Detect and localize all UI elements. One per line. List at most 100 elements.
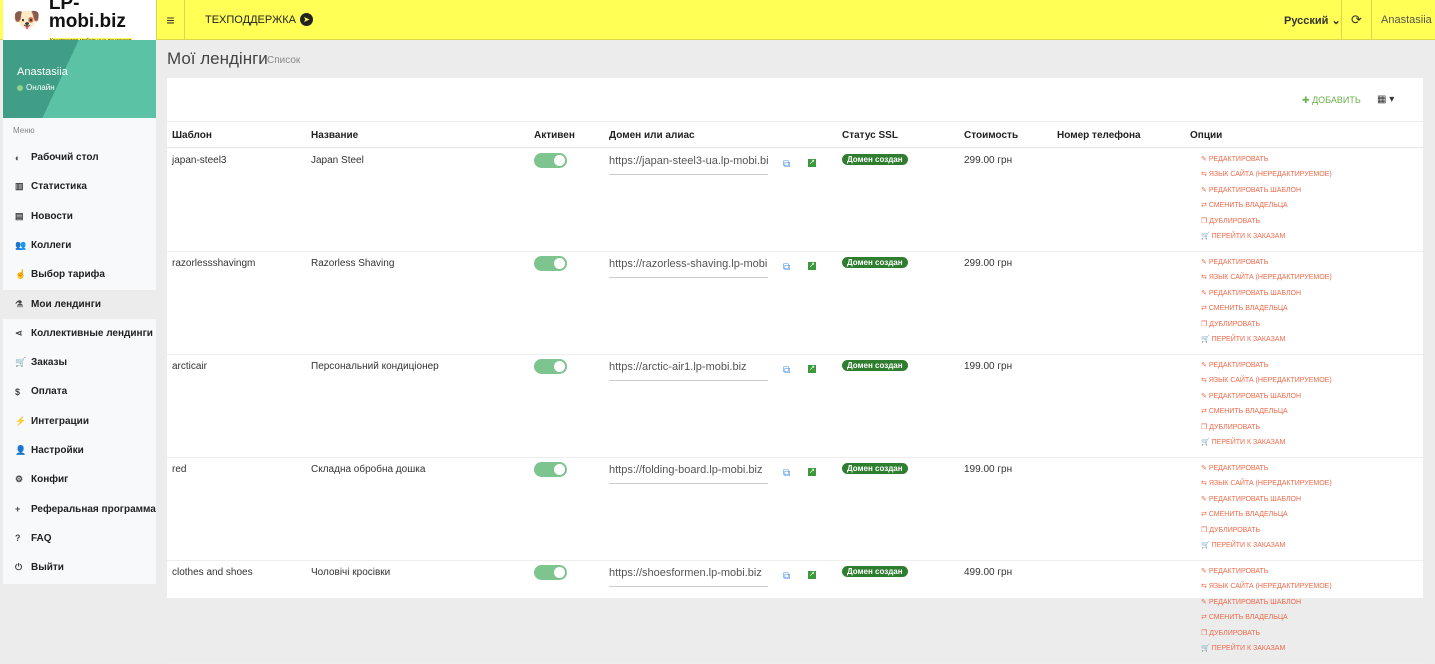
add-button[interactable]: ✚ ДОБАВИТЬ [1302, 95, 1361, 106]
external-link-icon[interactable]: ↗ [808, 262, 816, 270]
support-link[interactable]: ТЕХПОДДЕРЖКА ➤ [205, 13, 313, 26]
option-link[interactable]: ✎ РЕДАКТИРОВАТЬ [1201, 258, 1332, 273]
option-link[interactable]: ✎ РЕДАКТИРОВАТЬ [1201, 567, 1332, 582]
option-link[interactable]: ⇆ ЯЗЫК САЙТА (НЕРЕДАКТИРУЕМОЕ) [1201, 170, 1332, 185]
option-link[interactable]: ✎ РЕДАКТИРОВАТЬ [1201, 155, 1332, 170]
option-link[interactable]: ❐ ДУБЛИРОВАТЬ [1201, 526, 1332, 541]
sidebar-item[interactable]: ⚙ Конфиг [3, 465, 156, 494]
sidebar-item[interactable]: 🛒 Заказы [3, 348, 156, 377]
copy-icon[interactable]: ⧉ [783, 365, 791, 376]
domain-input[interactable]: https://folding-board.lp-mobi.biz [609, 464, 768, 484]
option-label: ПЕРЕЙТИ К ЗАКАЗАМ [1211, 335, 1286, 343]
option-link[interactable]: ✎ РЕДАКТИРОВАТЬ ШАБЛОН [1201, 598, 1332, 613]
template-cell: razorlessshavingm [172, 258, 256, 269]
copy-icon[interactable]: ⧉ [783, 159, 791, 170]
sidebar-item[interactable]: ▥ Статистика [3, 172, 156, 201]
option-label: ДУБЛИРОВАТЬ [1209, 629, 1261, 637]
option-link[interactable]: ⇆ ЯЗЫК САЙТА (НЕРЕДАКТИРУЕМОЕ) [1201, 273, 1332, 288]
option-link[interactable]: ❐ ДУБЛИРОВАТЬ [1201, 320, 1332, 335]
template-cell: red [172, 464, 187, 475]
option-label: ЯЗЫК САЙТА (НЕРЕДАКТИРУЕМОЕ) [1208, 480, 1332, 488]
option-link[interactable]: ⇄ СМЕНИТЬ ВЛАДЕЛЬЦА [1201, 304, 1332, 319]
option-link[interactable]: 🛒 ПЕРЕЙТИ К ЗАКАЗАМ [1201, 335, 1332, 350]
option-link[interactable]: ⇄ СМЕНИТЬ ВЛАДЕЛЬЦА [1201, 407, 1332, 422]
option-link[interactable]: ⇄ СМЕНИТЬ ВЛАДЕЛЬЦА [1201, 201, 1332, 216]
domain-input[interactable]: https://japan-steel3-ua.lp-mobi.biz [609, 155, 768, 175]
option-link[interactable]: ✎ РЕДАКТИРОВАТЬ [1201, 361, 1332, 376]
columns-toggle[interactable]: ▦ ▾ [1377, 94, 1394, 105]
option-label: РЕДАКТИРОВАТЬ [1208, 156, 1269, 163]
sidebar-item-label: Коллективные лендинги [31, 327, 153, 339]
edit-icon: ✎ [1201, 568, 1209, 575]
option-link[interactable]: ❐ ДУБЛИРОВАТЬ [1201, 423, 1332, 438]
option-link[interactable]: ⇄ СМЕНИТЬ ВЛАДЕЛЬЦА [1201, 613, 1332, 628]
sidebar-item[interactable]: ▤ Новости [3, 202, 156, 231]
logo[interactable]: 🐶 LP-mobi.biz Конструктор мобильных ленд… [3, 0, 156, 44]
option-link[interactable]: ✎ РЕДАКТИРОВАТЬ ШАБЛОН [1201, 392, 1332, 407]
active-toggle[interactable] [534, 565, 567, 580]
active-toggle[interactable] [534, 256, 567, 271]
domain-input[interactable]: https://arctic-air1.lp-mobi.biz [609, 361, 768, 381]
active-toggle[interactable] [534, 153, 567, 168]
option-label: ЯЗЫК САЙТА (НЕРЕДАКТИРУЕМОЕ) [1208, 583, 1332, 591]
user-menu[interactable]: Anastasiia [1381, 14, 1432, 26]
options-list: ✎ РЕДАКТИРОВАТЬ ⇆ ЯЗЫК САЙТА (НЕРЕДАКТИРУ… [1201, 464, 1332, 556]
option-link[interactable]: ✎ РЕДАКТИРОВАТЬ ШАБЛОН [1201, 289, 1332, 304]
language-icon: ⇆ [1201, 274, 1209, 282]
option-link[interactable]: ⇆ ЯЗЫК САЙТА (НЕРЕДАКТИРУЕМОЕ) [1201, 582, 1332, 597]
option-link[interactable]: ⇄ СМЕНИТЬ ВЛАДЕЛЬЦА [1201, 510, 1332, 525]
external-link-icon[interactable]: ↗ [808, 159, 816, 167]
options-list: ✎ РЕДАКТИРОВАТЬ ⇆ ЯЗЫК САЙТА (НЕРЕДАКТИРУ… [1201, 155, 1332, 247]
option-link[interactable]: ❐ ДУБЛИРОВАТЬ [1201, 629, 1332, 644]
sidebar-item[interactable]: ⏻ Выйти [3, 553, 156, 582]
user-plus-icon: + [15, 504, 21, 515]
option-label: ДУБЛИРОВАТЬ [1209, 217, 1261, 225]
option-label: ДУБЛИРОВАТЬ [1209, 423, 1261, 431]
sidebar-item[interactable]: ☝ Выбор тарифа [3, 260, 156, 289]
active-toggle[interactable] [534, 359, 567, 374]
external-link-icon[interactable]: ↗ [808, 571, 816, 579]
sidebar-item[interactable]: 👥 Коллеги [3, 231, 156, 260]
language-select[interactable]: Русский ⌄ [1284, 14, 1341, 27]
sidebar-item[interactable]: + Реферальная программа [3, 495, 156, 524]
copy-icon[interactable]: ⧉ [783, 468, 791, 479]
dog-logo-icon: 🐶 [13, 7, 41, 32]
option-link[interactable]: ⇆ ЯЗЫК САЙТА (НЕРЕДАКТИРУЕМОЕ) [1201, 479, 1332, 494]
copy-icon[interactable]: ⧉ [783, 262, 791, 273]
option-link[interactable]: 🛒 ПЕРЕЙТИ К ЗАКАЗАМ [1201, 644, 1332, 659]
option-link[interactable]: 🛒 ПЕРЕЙТИ К ЗАКАЗАМ [1201, 541, 1332, 556]
name-cell: Razorless Shaving [311, 258, 395, 269]
sidebar-item[interactable]: $ Оплата [3, 377, 156, 406]
external-link-icon[interactable]: ↗ [808, 365, 816, 373]
option-link[interactable]: ⇆ ЯЗЫК САЙТА (НЕРЕДАКТИРУЕМОЕ) [1201, 376, 1332, 391]
template-cell: japan-steel3 [172, 155, 227, 166]
active-toggle[interactable] [534, 462, 567, 477]
option-link[interactable]: 🛒 ПЕРЕЙТИ К ЗАКАЗАМ [1201, 232, 1332, 247]
domain-input[interactable]: https://razorless-shaving.lp-mobi.biz [609, 258, 768, 278]
copy-icon[interactable]: ⧉ [783, 571, 791, 582]
option-link[interactable]: ✎ РЕДАКТИРОВАТЬ ШАБЛОН [1201, 186, 1332, 201]
menu-toggle-icon[interactable]: ≡ [156, 0, 185, 40]
options-list: ✎ РЕДАКТИРОВАТЬ ⇆ ЯЗЫК САЙТА (НЕРЕДАКТИРУ… [1201, 567, 1332, 659]
edit-template-icon: ✎ [1201, 289, 1209, 297]
external-link-icon[interactable]: ↗ [808, 468, 816, 476]
option-link[interactable]: ❐ ДУБЛИРОВАТЬ [1201, 217, 1332, 232]
sidebar-item[interactable]: ◐ Рабочий стол [3, 143, 156, 172]
sidebar-item[interactable]: ⚗ Мои лендинги [3, 289, 156, 319]
sidebar-item[interactable]: ⚡ Интеграции [3, 407, 156, 436]
sidebar-item[interactable]: ⋖ Коллективные лендинги [3, 319, 156, 348]
domain-input[interactable]: https://shoesformen.lp-mobi.biz [609, 567, 768, 587]
option-label: РЕДАКТИРОВАТЬ ШАБЛОН [1208, 289, 1302, 297]
price-cell: 299.00 грн [964, 258, 1013, 269]
sidebar: Anastasiia Онлайн Меню ◐ Рабочий стол ▥ Ста… [3, 40, 156, 584]
option-link[interactable]: 🛒 ПЕРЕЙТИ К ЗАКАЗАМ [1201, 438, 1332, 453]
sidebar-item[interactable]: ? FAQ [3, 524, 156, 553]
option-label: СМЕНИТЬ ВЛАДЕЛЬЦА [1208, 408, 1288, 416]
refresh-icon[interactable]: ⟳ [1341, 0, 1372, 40]
option-link[interactable]: ✎ РЕДАКТИРОВАТЬ ШАБЛОН [1201, 495, 1332, 510]
option-link[interactable]: ✎ РЕДАКТИРОВАТЬ [1201, 464, 1332, 479]
edit-template-icon: ✎ [1201, 598, 1209, 606]
option-label: СМЕНИТЬ ВЛАДЕЛЬЦА [1208, 305, 1288, 313]
option-label: РЕДАКТИРОВАТЬ ШАБЛОН [1208, 186, 1302, 194]
sidebar-item[interactable]: 👤 Настройки [3, 436, 156, 465]
